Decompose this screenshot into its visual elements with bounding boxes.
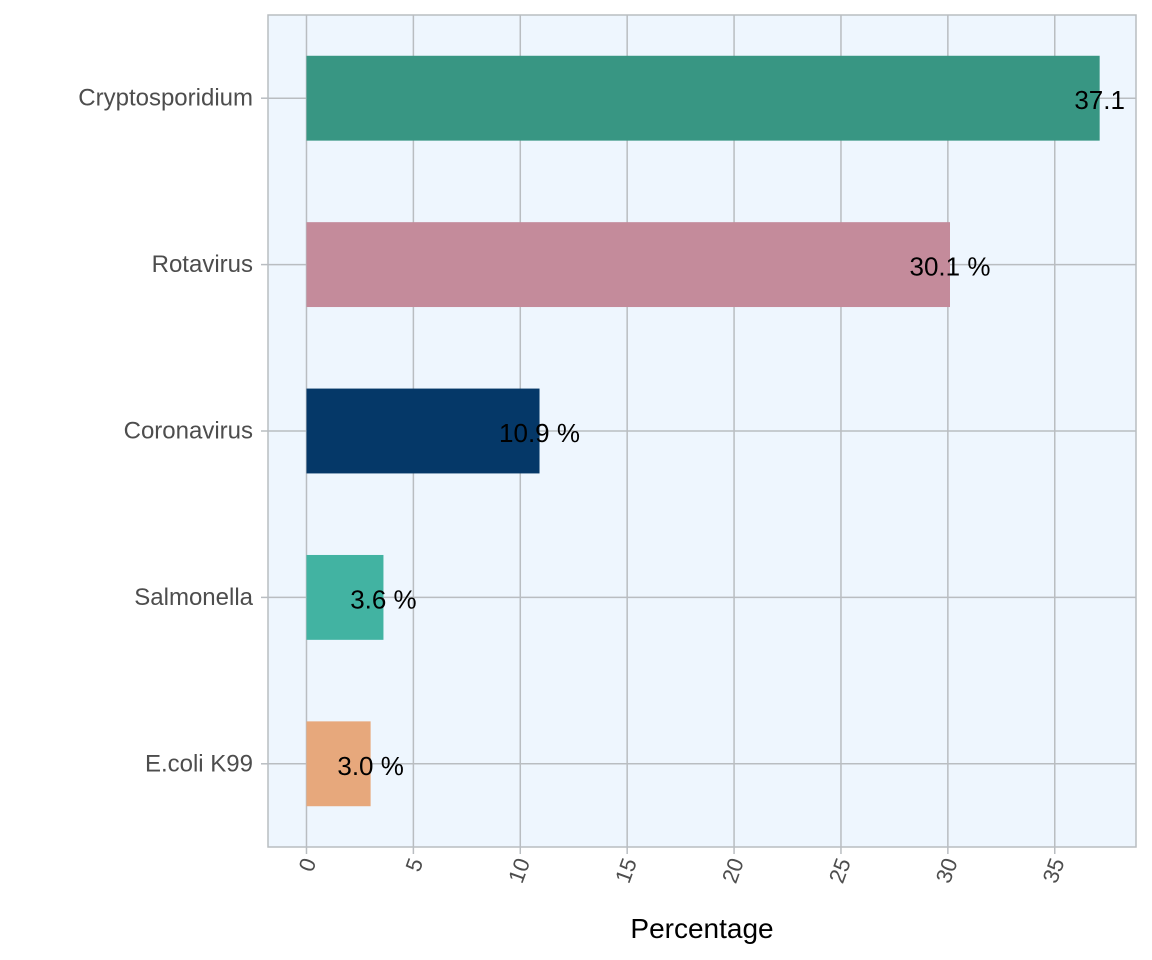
x-tick-label: 15	[610, 855, 642, 887]
data-label: 3.6 %	[350, 584, 417, 614]
x-axis: 0 5 10 15 20 25 30 35	[294, 847, 1070, 886]
data-label: 30.1 %	[910, 252, 991, 282]
data-label: 3.0 %	[337, 751, 404, 781]
bar-rotavirus	[306, 222, 950, 308]
x-axis-title: Percentage	[630, 913, 773, 944]
x-tick-label: 0	[294, 855, 322, 875]
data-labels: 37.1 30.1 % 10.9 % 3.6 % 3.0 %	[337, 85, 1125, 781]
bars	[306, 55, 1100, 807]
x-tick-label: 35	[1038, 855, 1070, 887]
bar-e-coli-k99	[306, 721, 371, 807]
x-tick-label: 30	[931, 855, 963, 887]
x-tick-label: 25	[824, 855, 856, 887]
bar-coronavirus	[306, 388, 540, 474]
bar-cryptosporidium	[306, 55, 1100, 141]
category-label: E.coli K99	[145, 750, 253, 777]
bar-salmonella	[306, 554, 384, 640]
y-axis: Cryptosporidium Rotavirus Coronavirus Salmo…	[78, 85, 268, 777]
category-label: Salmonella	[134, 584, 253, 611]
x-tick-label: 20	[717, 855, 749, 887]
x-tick-label: 5	[400, 855, 428, 875]
x-tick-label: 10	[503, 855, 535, 887]
category-label: Coronavirus	[124, 418, 253, 445]
category-label: Cryptosporidium	[78, 85, 253, 112]
category-label: Rotavirus	[152, 251, 253, 278]
data-label: 37.1	[1074, 85, 1125, 115]
data-label: 10.9 %	[499, 418, 580, 448]
